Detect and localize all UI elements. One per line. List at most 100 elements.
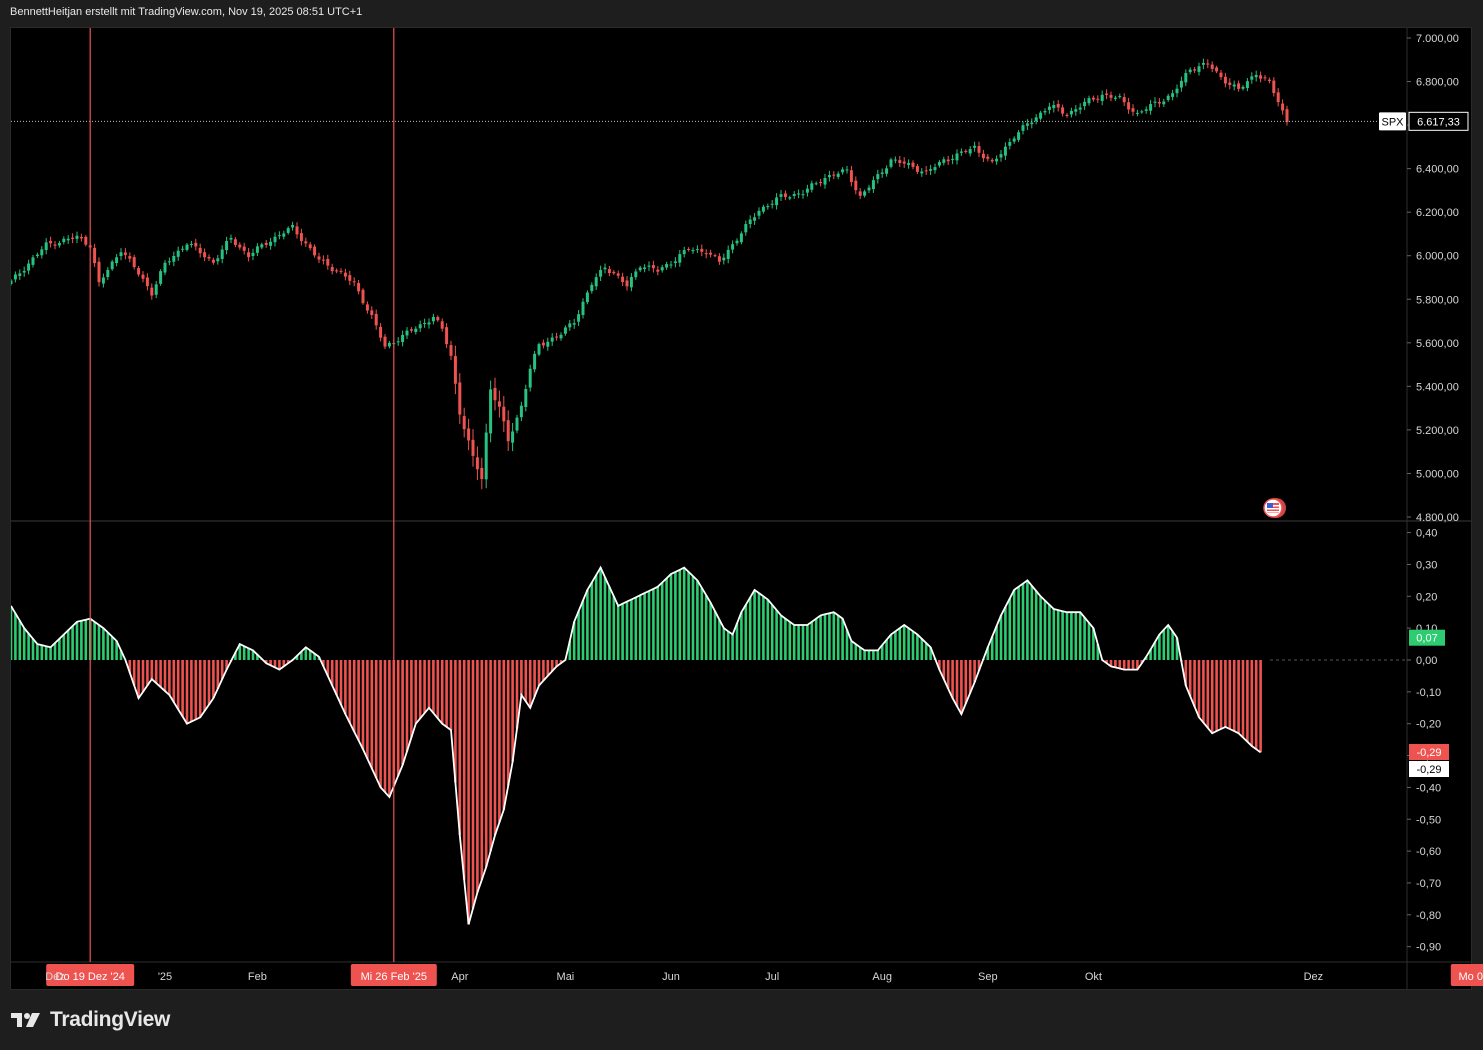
price-candle — [1052, 100, 1056, 113]
price-candle — [1276, 88, 1280, 107]
us-flag-icon[interactable] — [1263, 498, 1286, 518]
price-candle — [880, 168, 884, 178]
time-axis-label: Feb — [248, 971, 267, 983]
price-candle — [154, 280, 158, 299]
price-candle — [1197, 62, 1201, 76]
price-candle — [387, 340, 391, 349]
price-candle — [185, 243, 189, 252]
price-candle — [731, 240, 735, 254]
price-candle — [1025, 119, 1029, 131]
price-candle — [753, 213, 757, 225]
price-tick-label: 6.000,00 — [1416, 251, 1459, 263]
price-candle — [673, 257, 677, 268]
osc-tick-label: -0,10 — [1416, 687, 1441, 699]
osc-white-badge: -0,29 — [1416, 764, 1441, 776]
osc-tick-label: -0,20 — [1416, 719, 1441, 731]
price-candle — [937, 159, 941, 168]
price-candle — [1065, 113, 1069, 118]
price-candle — [717, 253, 721, 265]
osc-tick-label: 0,30 — [1416, 559, 1437, 571]
price-candle — [57, 240, 61, 248]
osc-signal-line — [11, 565, 1262, 925]
price-candles — [11, 58, 1380, 490]
price-candle — [999, 149, 1003, 162]
price-candle — [898, 156, 902, 168]
price-candle — [801, 189, 805, 199]
price-tick-label: 5.000,00 — [1416, 468, 1459, 480]
price-candle — [97, 257, 101, 287]
symbol-badge-bg — [1379, 112, 1406, 131]
price-candle — [449, 340, 453, 361]
price-candle — [682, 246, 686, 258]
price-candle — [295, 222, 299, 239]
time-axis-label: Mai — [557, 971, 575, 983]
price-candle — [383, 334, 387, 350]
osc-tick-label: 0,20 — [1416, 591, 1437, 603]
price-candle — [220, 245, 224, 264]
price-candle — [467, 418, 471, 451]
price-candle — [423, 318, 427, 328]
price-candle — [502, 395, 506, 433]
price-candle — [238, 242, 242, 250]
brand-name: TradingView — [50, 1008, 171, 1031]
price-candle — [1223, 72, 1227, 88]
price-candle — [665, 261, 669, 270]
price-candle — [832, 171, 836, 180]
price-candle — [1210, 61, 1214, 73]
price-candle — [1157, 98, 1161, 108]
price-candle — [409, 327, 413, 333]
price-candle — [1166, 93, 1170, 102]
price-candle — [330, 263, 334, 275]
last-price-badge-bg — [1408, 111, 1469, 131]
price-candle — [678, 249, 682, 267]
price-candle — [137, 265, 141, 277]
price-candle — [1043, 108, 1047, 116]
price-candle — [79, 233, 83, 242]
price-candle — [326, 254, 330, 270]
price-candle — [1245, 78, 1249, 92]
price-candle — [1188, 67, 1192, 75]
price-candle — [528, 364, 532, 392]
price-candle — [836, 171, 840, 180]
price-candle — [607, 265, 611, 277]
price-candle — [1162, 98, 1166, 107]
price-candle — [1056, 100, 1060, 112]
price-candle — [13, 271, 17, 283]
price-candle — [308, 242, 312, 251]
price-candle — [687, 247, 691, 252]
price-candle — [163, 260, 167, 276]
price-candle — [788, 195, 792, 201]
price-candle — [11, 279, 13, 286]
price-candle — [431, 313, 435, 325]
price-candle — [304, 237, 308, 248]
price-candle — [735, 238, 739, 246]
price-candle — [335, 268, 339, 274]
price-candle — [1127, 97, 1131, 114]
price-candle — [1267, 77, 1271, 84]
price-candle — [260, 242, 264, 250]
price-candle — [343, 268, 347, 281]
price-candle — [990, 157, 994, 164]
price-candle — [172, 251, 176, 267]
oscillator-histogram — [11, 565, 1407, 925]
price-candle — [1030, 118, 1034, 129]
price-candle — [40, 246, 44, 259]
price-candle — [876, 169, 880, 184]
marker-label: Do 19 Dez '24 — [56, 971, 125, 983]
price-candle — [867, 184, 871, 194]
price-candle — [128, 252, 132, 263]
price-candle — [893, 156, 897, 164]
price-candle — [458, 373, 462, 424]
price-candle — [35, 252, 39, 258]
price-candle — [150, 283, 154, 300]
price-candle — [1113, 95, 1117, 101]
price-candle — [1272, 77, 1276, 97]
time-axis-label: Okt — [1085, 971, 1102, 983]
brand[interactable]: TradingView — [10, 1008, 170, 1032]
price-candle — [1201, 58, 1205, 70]
price-candle — [1281, 99, 1285, 115]
price-candle — [71, 233, 75, 244]
price-candle — [709, 249, 713, 258]
price-candle — [27, 259, 31, 275]
